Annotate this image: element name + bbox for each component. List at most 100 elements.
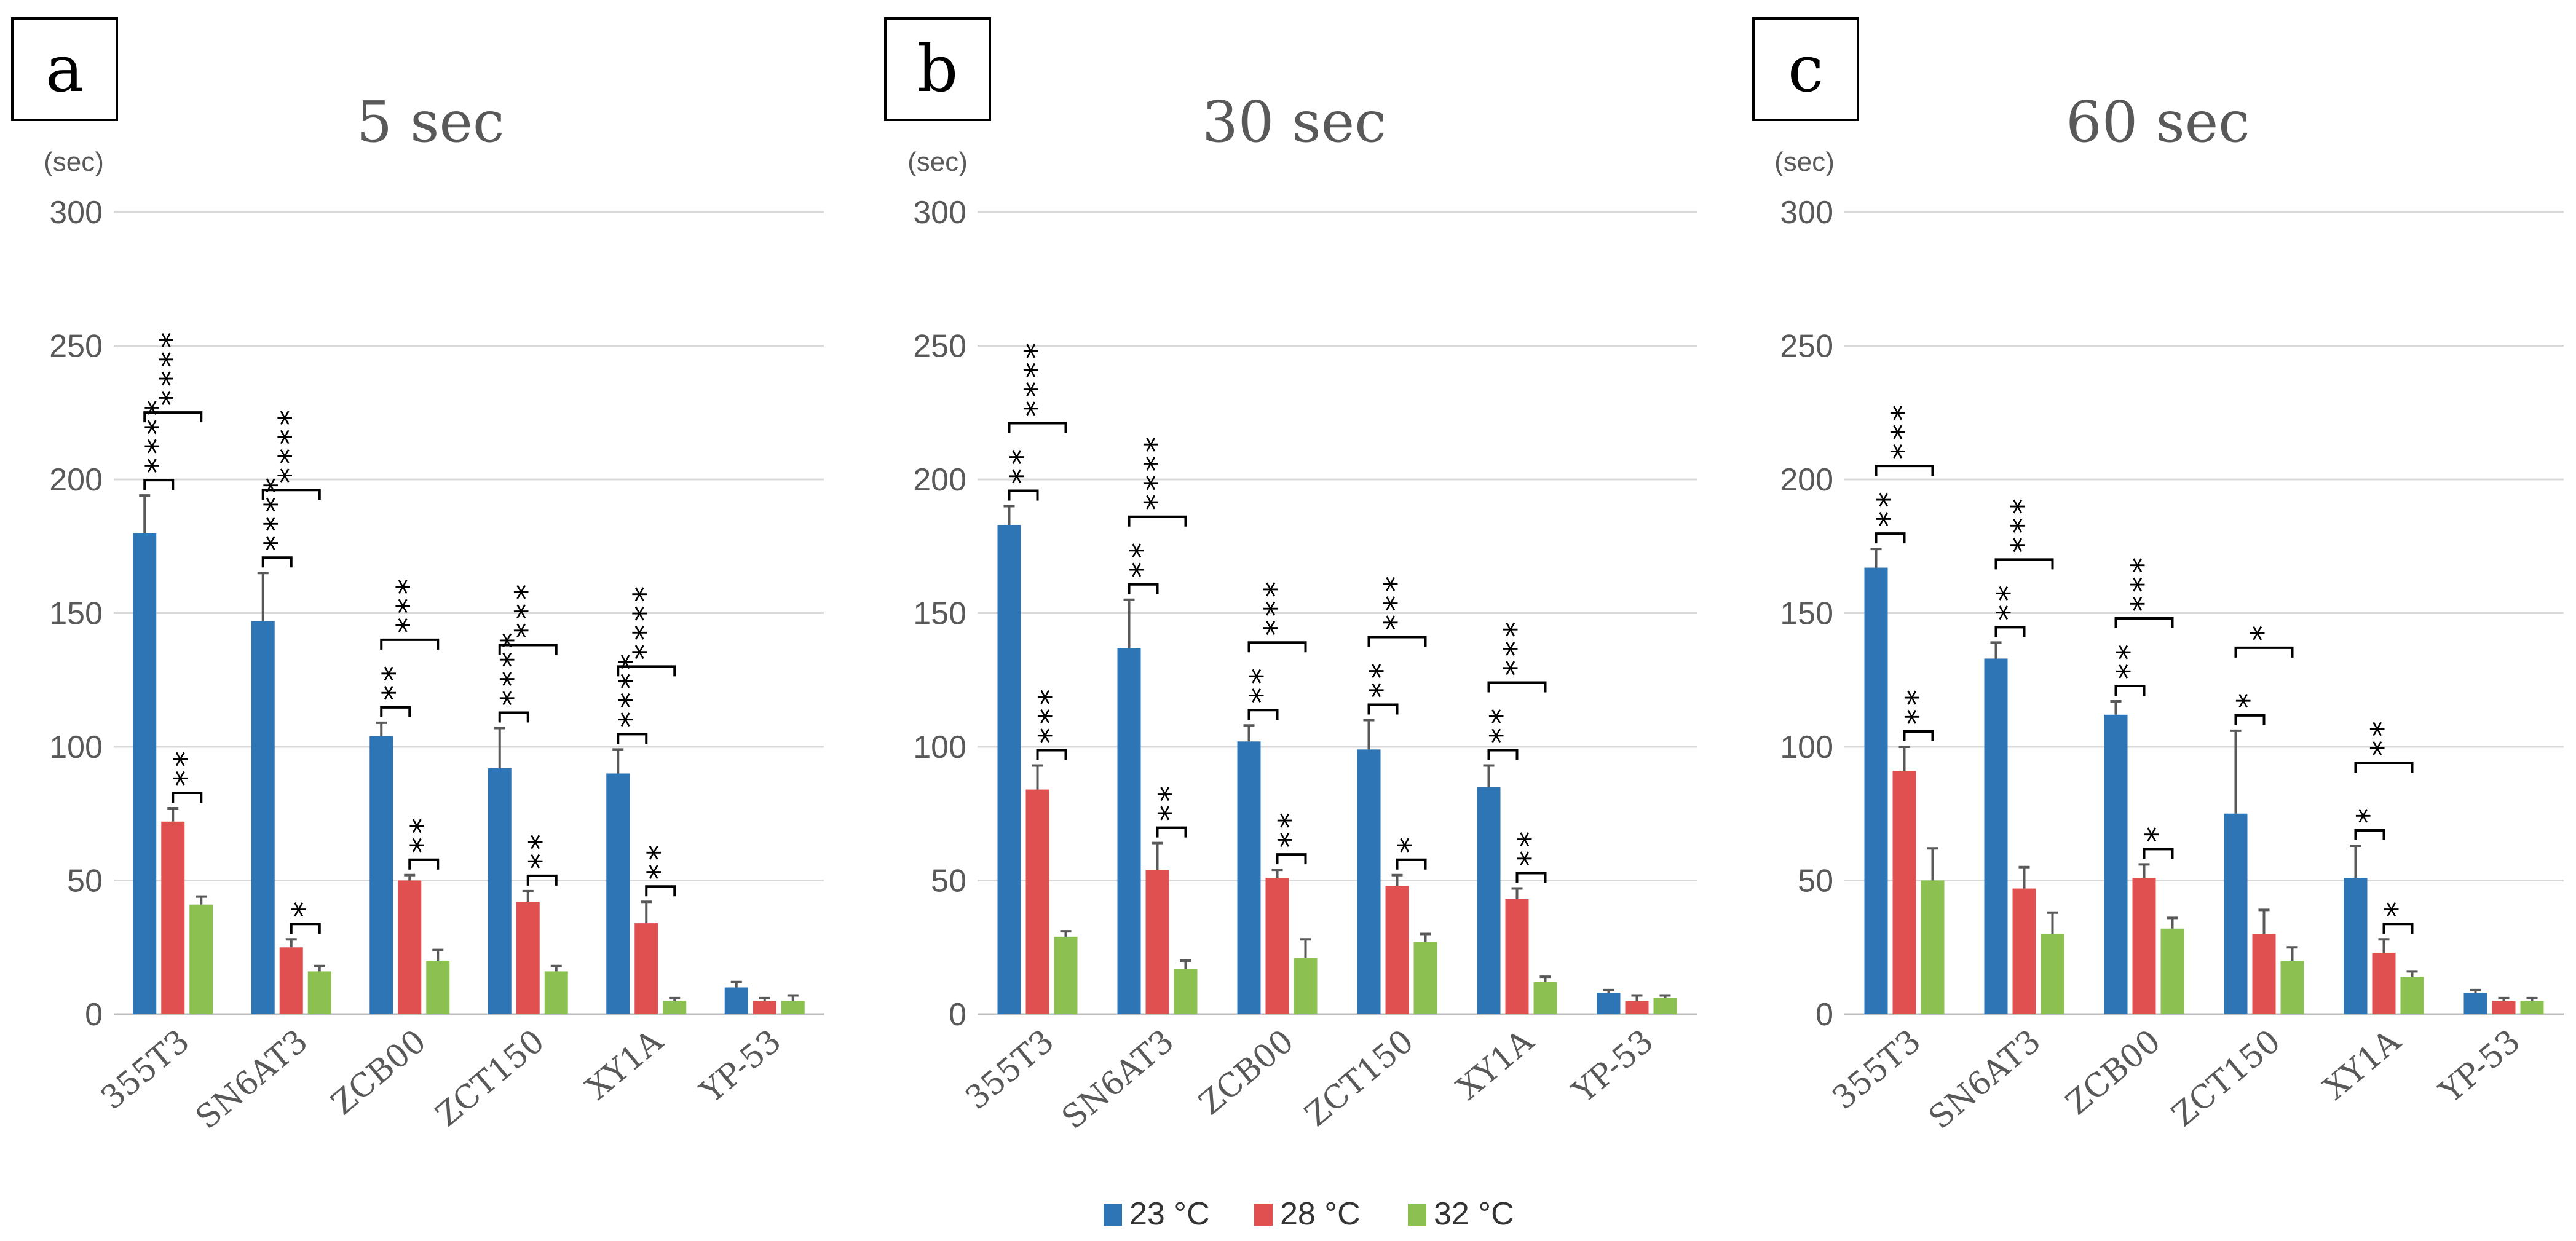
significance-stars: **** [495, 631, 532, 707]
significance-stars: ** [2365, 719, 2402, 758]
legend-item: 28 °C [1254, 1196, 1361, 1232]
bar-XY1A-2 [1533, 982, 1557, 1014]
error-bar [1271, 869, 1283, 878]
error-bar [1927, 847, 1938, 881]
significance-stars: ** [1871, 490, 1908, 529]
bar-ZCB00-1 [2132, 878, 2156, 1014]
bar-YP-53-2 [781, 1001, 805, 1014]
error-bar [1243, 724, 1255, 742]
error-bar [2350, 844, 2361, 878]
bar-XY1A-0 [606, 773, 630, 1014]
legend-swatch [1254, 1204, 1273, 1226]
bar-SN6AT3-2 [1174, 969, 1198, 1014]
y-tick-label: 200 [49, 462, 103, 498]
legend: 23 °C 28 °C 32 °C [1104, 1196, 1514, 1232]
significance-bracket [1367, 703, 1399, 715]
chart-panel-a: a 5 sec (sec) 0 50 100 150 200 250 300 355T3SN6AT3… [11, 17, 824, 1137]
error-bar [1870, 548, 1882, 568]
significance-stars: * [2231, 691, 2268, 711]
x-tick-label: ZCT150 [1298, 1023, 1421, 1134]
error-bar [1391, 873, 1403, 886]
error-bar [1631, 994, 1643, 1001]
significance-stars: ** [1900, 688, 1937, 727]
panel-label: b [917, 31, 958, 106]
significance-bracket [1515, 872, 1547, 883]
significance-stars: **** [1139, 435, 1175, 512]
bar-ZCT150-0 [1357, 749, 1381, 1014]
chart-panel-b: b 30 sec (sec) 0 50 100 150 200 250 300 355T3SN6AT… [884, 17, 1697, 1137]
significance-stars: ** [1991, 584, 2028, 623]
y-tick-label: 0 [1815, 997, 1833, 1033]
significance-bracket [261, 556, 293, 568]
y-tick-label: 100 [49, 730, 103, 765]
significance-bracket [1994, 626, 2026, 637]
x-tick-label: XY1A [2317, 1022, 2408, 1107]
error-bar [641, 900, 652, 924]
significance-bracket [290, 923, 321, 934]
significance-bracket [617, 733, 648, 744]
bar-YP-53-1 [753, 1001, 776, 1014]
error-bar [432, 948, 444, 961]
error-bar [1511, 887, 1523, 899]
bar-YP-53-0 [1597, 993, 1621, 1014]
bar-ZCT150-2 [1413, 942, 1437, 1014]
significance-stars: ** [641, 843, 678, 882]
x-tick-label: ZCT150 [2165, 1023, 2288, 1134]
x-tick-label: XY1A [579, 1022, 670, 1107]
significance-stars: ** [405, 816, 441, 855]
significance-stars: * [2351, 806, 2388, 825]
significance-bracket [1008, 422, 1067, 433]
y-tick-label: 50 [1798, 864, 1833, 899]
bar-ZCB00-2 [426, 961, 450, 1014]
y-tick-label: 250 [49, 329, 103, 364]
significance-bracket [526, 874, 558, 886]
bar-SN6AT3-0 [1984, 658, 2008, 1014]
error-bar [2526, 996, 2538, 1001]
significance-stars: *** [1033, 688, 1070, 746]
x-tick-label: ZCB00 [1192, 1023, 1301, 1122]
bar-ZCT150-1 [2252, 934, 2276, 1014]
error-bar [522, 889, 534, 902]
significance-stars: **** [627, 585, 664, 661]
significance-bracket [143, 411, 203, 423]
error-bar [2167, 916, 2178, 929]
significance-stars: **** [140, 398, 176, 475]
significance-stars: * [1393, 835, 1429, 854]
error-bar [314, 964, 325, 972]
bar-SN6AT3-0 [1117, 648, 1141, 1014]
significance-bracket [1903, 730, 1934, 741]
significance-stars: ** [1153, 784, 1190, 823]
bar-355T3-1 [161, 821, 185, 1014]
error-bar [1483, 764, 1495, 787]
chart-title: 60 sec [2066, 89, 2250, 155]
error-bar [2286, 946, 2298, 961]
bar-ZCT150-1 [1385, 886, 1409, 1014]
y-tick-label: 150 [49, 596, 103, 632]
x-tick-label: YP-53 [2432, 1023, 2527, 1111]
significance-bracket [2354, 829, 2385, 840]
y-tick-label: 300 [1780, 195, 1833, 230]
x-tick-label: ZCB00 [325, 1023, 433, 1122]
significance-bracket [380, 638, 440, 650]
bar-YP-53-2 [1653, 998, 1677, 1014]
x-tick-label: 355T3 [958, 1023, 1061, 1117]
significance-bracket [1156, 826, 1187, 838]
y-tick-label: 150 [913, 596, 966, 632]
bar-355T3-2 [1921, 880, 1945, 1014]
bar-SN6AT3-1 [2012, 888, 2036, 1014]
error-bar [2110, 700, 2122, 715]
x-tick-label: SN6AT3 [1055, 1023, 1181, 1137]
bar-ZCB00-0 [2104, 714, 2128, 1014]
error-bar [2258, 908, 2270, 934]
panel-label-box [11, 17, 118, 121]
bar-SN6AT3-2 [307, 971, 331, 1014]
significance-stars: *** [1258, 580, 1295, 637]
bar-ZCB00-0 [369, 736, 393, 1014]
bar-ZCB00-1 [1265, 878, 1289, 1014]
significance-stars: **** [272, 408, 309, 485]
y-tick-label: 250 [1780, 329, 1833, 364]
legend-item: 23 °C [1104, 1196, 1210, 1232]
significance-bracket [2114, 617, 2174, 629]
significance-stars: ** [2111, 642, 2148, 681]
